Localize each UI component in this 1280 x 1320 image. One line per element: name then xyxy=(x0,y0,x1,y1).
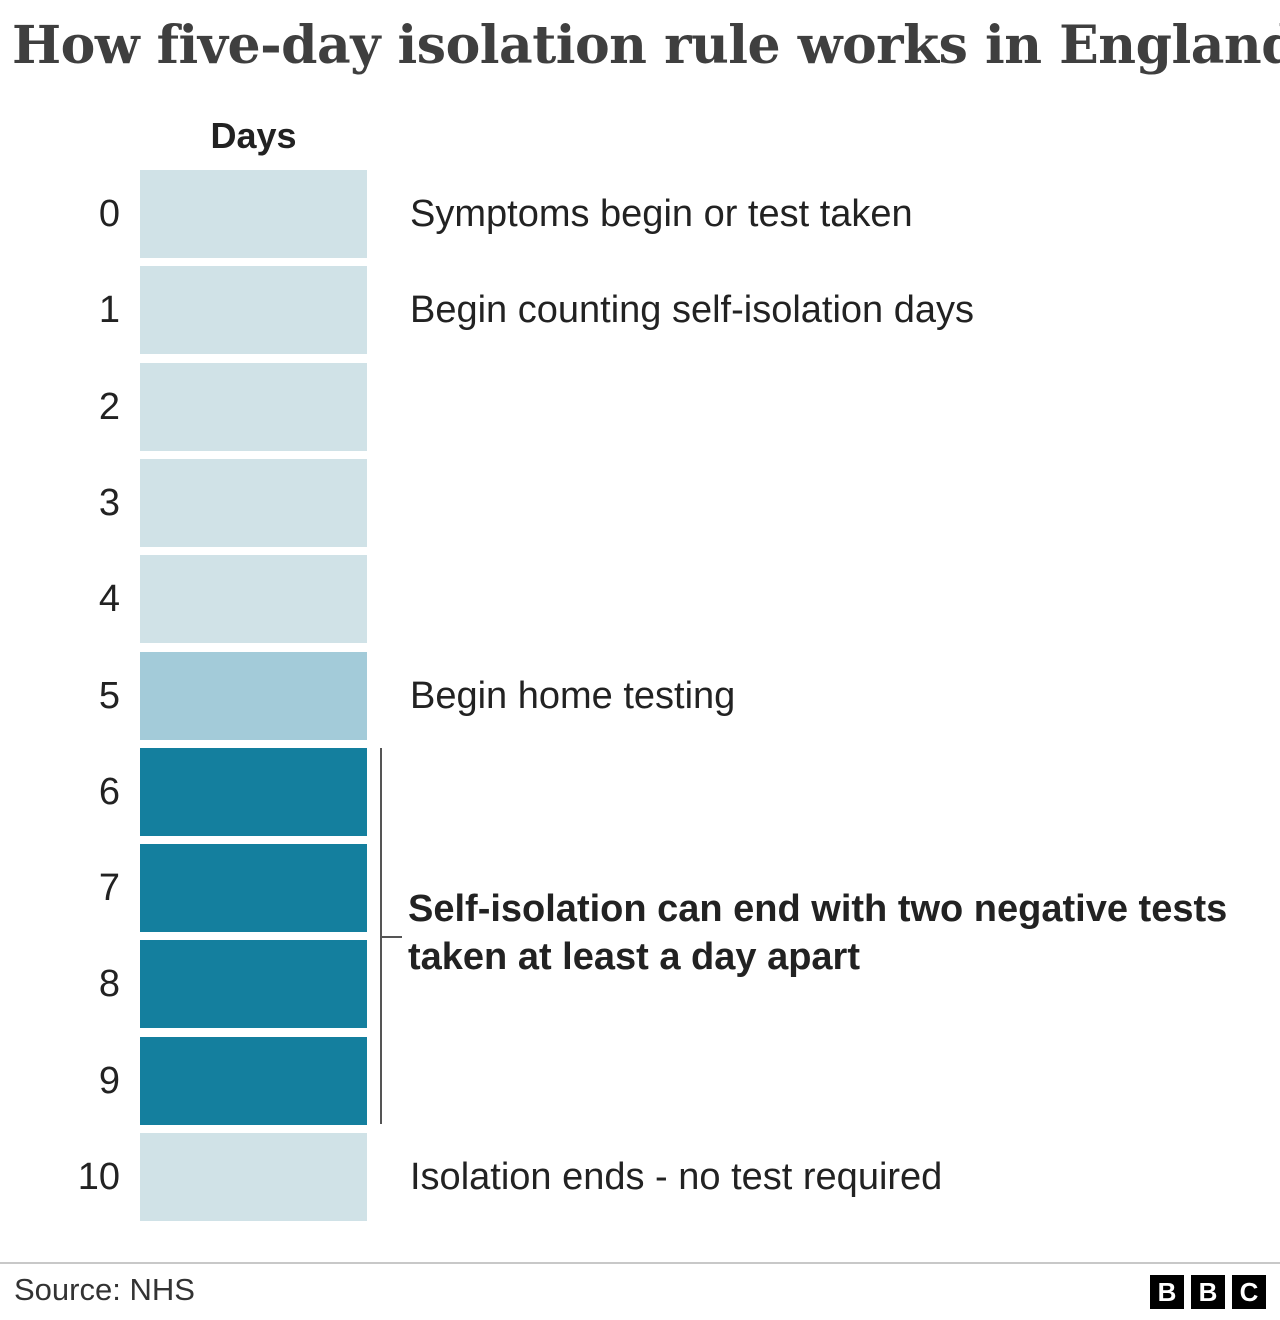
day-row: 7 xyxy=(0,843,1280,933)
day-number: 0 xyxy=(98,193,120,235)
day-row: 10 Isolation ends - no test required xyxy=(0,1132,1280,1222)
day-number: 10 xyxy=(77,1156,120,1198)
day-box xyxy=(140,747,367,836)
day-label: Symptoms begin or test taken xyxy=(410,193,913,235)
footer-divider xyxy=(0,1262,1280,1264)
day-box xyxy=(140,555,367,644)
day-row: 2 xyxy=(0,362,1280,452)
day-row: 9 xyxy=(0,1036,1280,1126)
day-row: 4 xyxy=(0,554,1280,644)
days-column-header: Days xyxy=(210,115,297,156)
day-number: 7 xyxy=(98,867,120,910)
day-box xyxy=(140,170,367,258)
day-row: 3 xyxy=(0,458,1280,548)
bracket-tick xyxy=(380,936,402,938)
logo-letter: B xyxy=(1150,1275,1184,1309)
day-number: 6 xyxy=(98,770,120,813)
chart-title: How five-day isolation rule works in Eng… xyxy=(12,15,1280,76)
day-box xyxy=(140,940,367,1029)
day-box xyxy=(140,1133,367,1221)
day-box xyxy=(140,362,367,451)
day-box xyxy=(140,1036,367,1125)
day-number: 4 xyxy=(98,578,120,621)
day-label: Begin counting self-isolation days xyxy=(410,289,975,332)
day-row: 6 xyxy=(0,747,1280,837)
day-row: 8 xyxy=(0,939,1280,1029)
day-number: 9 xyxy=(98,1059,120,1102)
day-number: 2 xyxy=(98,385,120,428)
day-row: 1 Begin counting self-isolation days xyxy=(0,265,1280,355)
day-label: Isolation ends - no test required xyxy=(410,1156,943,1198)
day-row: 5 Begin home testing xyxy=(0,651,1280,741)
logo-letter: B xyxy=(1191,1275,1225,1309)
logo-letter: C xyxy=(1232,1275,1266,1309)
source-note: Source: NHS xyxy=(14,1272,195,1307)
day-box xyxy=(140,651,367,740)
day-box xyxy=(140,458,367,547)
bracket-label: Self-isolation can end with two negative… xyxy=(408,888,1228,978)
day-row: 0 Symptoms begin or test taken xyxy=(0,169,1280,259)
day-number: 8 xyxy=(98,963,120,1006)
day-number: 3 xyxy=(98,481,120,524)
day-box xyxy=(140,844,367,933)
day-number: 5 xyxy=(98,674,120,717)
day-number: 1 xyxy=(98,289,120,332)
bbc-logo: B B C xyxy=(1150,1275,1266,1309)
day-label: Begin home testing xyxy=(410,674,736,717)
day-box xyxy=(140,266,367,355)
